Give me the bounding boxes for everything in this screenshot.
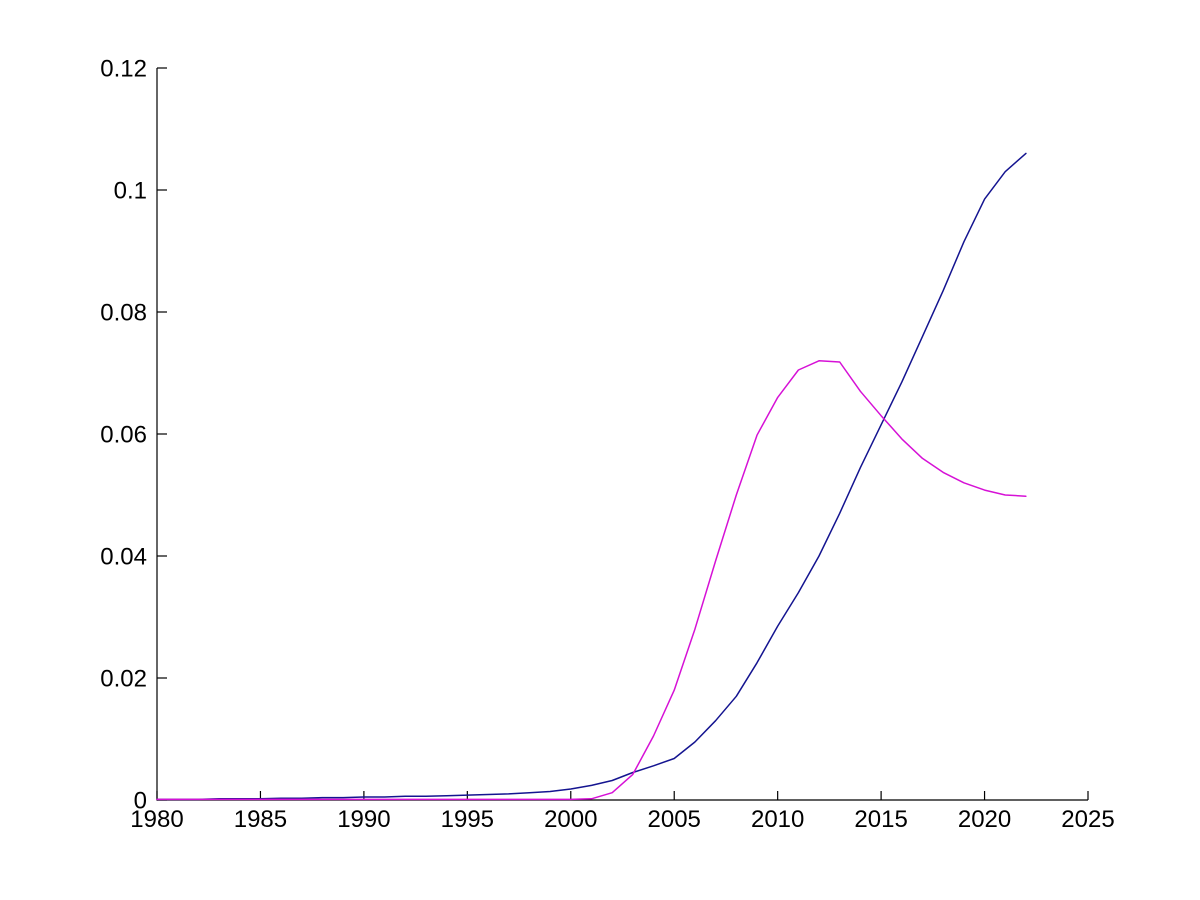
x-tick-label: 2015 (854, 806, 907, 833)
series-magenta-peaked (156, 360, 1027, 801)
x-tick-label: 1995 (441, 806, 494, 833)
y-tick-label: 0 (134, 788, 147, 815)
y-tick-label: 0.1 (114, 178, 147, 205)
x-tick-label: 2010 (751, 806, 804, 833)
x-tick-label: 1990 (337, 806, 390, 833)
series-dark-blue-rising (156, 152, 1027, 801)
y-tick-label: 0.08 (100, 300, 147, 327)
x-tick-label: 2005 (648, 806, 701, 833)
x-tick-label: 2020 (958, 806, 1011, 833)
x-tick-label: 2025 (1061, 806, 1114, 833)
x-tick-label: 2000 (544, 806, 597, 833)
y-tick-label: 0.12 (100, 56, 147, 83)
x-tick-label: 1980 (130, 806, 183, 833)
y-tick-label: 0.02 (100, 666, 147, 693)
y-tick-label: 0.04 (100, 544, 147, 571)
x-tick-label: 1985 (234, 806, 287, 833)
y-tick-label: 0.06 (100, 422, 147, 449)
